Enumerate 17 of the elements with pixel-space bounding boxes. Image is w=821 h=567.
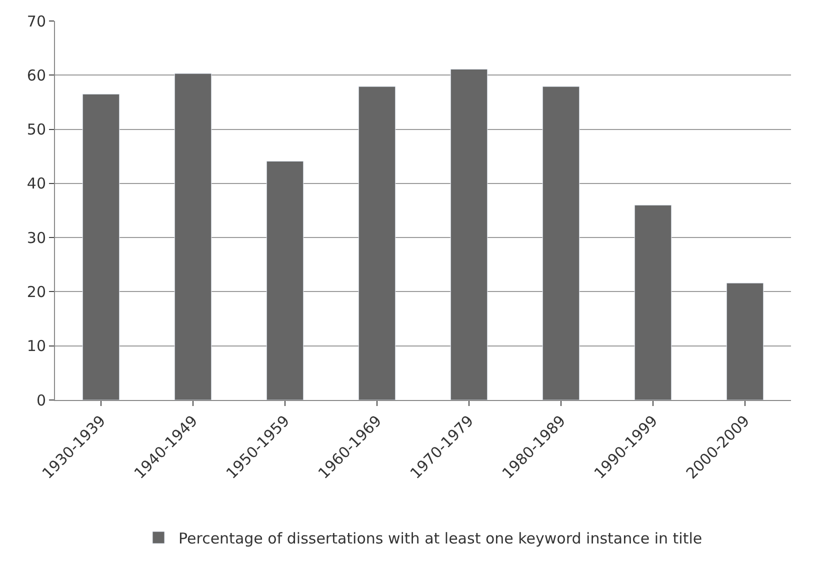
bar (266, 160, 304, 400)
y-tick-label: 40 (26, 174, 46, 193)
legend-label: Percentage of dissertations with at least one keyword instance in title (178, 529, 702, 548)
bar (634, 204, 672, 400)
bar (358, 86, 396, 400)
y-tick-label: 0 (36, 391, 46, 410)
y-tick-label: 50 (26, 120, 46, 139)
y-tick-label: 30 (26, 228, 46, 247)
y-tick-label: 20 (26, 282, 46, 301)
bar (174, 73, 212, 400)
y-tick-label: 70 (26, 12, 46, 30)
bar (450, 68, 488, 400)
bar (542, 86, 580, 400)
bar (726, 282, 764, 400)
bar (82, 94, 120, 400)
y-tick-label: 60 (26, 66, 46, 84)
y-tick-label: 10 (26, 337, 46, 356)
